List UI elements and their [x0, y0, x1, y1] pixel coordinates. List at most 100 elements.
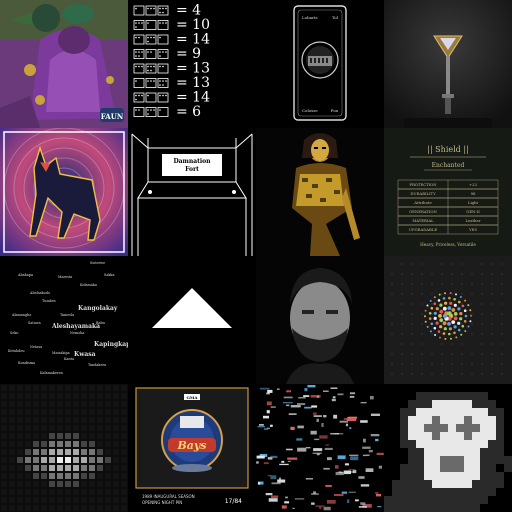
- ornate-dagger: [384, 0, 512, 128]
- bays-script: Bays: [176, 439, 206, 452]
- robed-figure-illustration: FAUN: [0, 0, 128, 128]
- scatter-word: Maisakipa: [52, 351, 70, 355]
- die-icon: [133, 20, 145, 30]
- white-triangle: [152, 288, 232, 328]
- scatter-word: Tumbes: [42, 299, 56, 303]
- scatter-word: Babu: [96, 321, 106, 325]
- bays-date: 17/84: [225, 498, 242, 505]
- scatter-word: Satawa: [28, 321, 41, 325]
- die-icon: [157, 92, 169, 103]
- scatter-word: Alamanghe: [11, 313, 31, 317]
- shield-stat-label: PROTECTION: [409, 182, 437, 187]
- die-icon: [133, 34, 145, 45]
- dice-equation: = 13: [176, 75, 210, 91]
- scatter-word: Kwasa: [74, 351, 96, 358]
- shield-subtitle: Enchanted: [432, 162, 465, 169]
- die-icon: [157, 63, 169, 74]
- scatter-word: Tandakeru: [88, 363, 107, 367]
- dice-equation: = 4: [176, 3, 201, 19]
- die-icon: [157, 34, 169, 45]
- arcade-title-line1: Damnation: [173, 158, 211, 165]
- shield-stat-value: Light: [468, 200, 479, 205]
- scatter-word: Nemoha: [70, 331, 84, 335]
- scatter-word: Ababapa: [17, 273, 33, 277]
- card-top-left-label: Lobarts: [302, 15, 318, 20]
- dotted-flower: [391, 263, 503, 375]
- die-icon: [145, 63, 157, 74]
- tile-dotted-flower: [384, 256, 512, 384]
- tile-bays-pin: GMA Bays 1989 INAUGURAL SEASON OPENING N…: [128, 384, 256, 512]
- die-icon: [157, 5, 169, 16]
- die-icon: [133, 63, 145, 74]
- gold-masked-figure: [256, 128, 384, 256]
- card-bottom-left-label: Colosse: [302, 108, 318, 113]
- scatter-word: Seko: [10, 331, 18, 335]
- die-icon: [157, 107, 169, 117]
- shield-stat-label: DURABILITY: [410, 191, 436, 196]
- scatter-word: Tamesla: [60, 313, 74, 317]
- die-icon: [145, 20, 157, 30]
- pixel-shape: [1, 385, 127, 511]
- scatter-word: Netasa: [30, 345, 42, 349]
- die-icon: [133, 49, 145, 59]
- die-icon: [157, 49, 169, 59]
- tile-pixel-shape: [0, 384, 128, 512]
- scatter-word: Kelamaka: [80, 283, 97, 287]
- shield-footer: Heavy, Priceless, Versatile: [420, 242, 476, 247]
- scatter-word: Kanta: [64, 357, 74, 361]
- bays-pin-card: GMA Bays 1989 INAUGURAL SEASON OPENING N…: [135, 387, 249, 505]
- die-icon: [145, 5, 157, 16]
- pixel-gorilla: [384, 392, 512, 512]
- tile-arcade-cabinet: Damnation Fort: [128, 128, 256, 256]
- tile-gold-masked-figure: [256, 128, 384, 256]
- word-scatter: Abelsakudo Sisterwe Ababapa Maresta Kelamaka…: [8, 261, 128, 375]
- tile-white-triangle: [128, 256, 256, 384]
- faun-watermark: FAUN: [101, 112, 124, 121]
- shield-stat-value: GEN-II: [466, 209, 480, 214]
- neon-dog-illustration: [0, 128, 128, 256]
- shield-stat-value: YES: [468, 227, 477, 232]
- shield-stat-value: Leather: [465, 218, 480, 223]
- shield-stat-label: Attribute: [413, 200, 432, 205]
- dice-equation: = 10: [176, 17, 210, 33]
- bays-badge: GMA: [187, 395, 199, 400]
- arcade-title-line2: Fort: [185, 166, 199, 173]
- scatter-word: Sakka: [104, 273, 114, 277]
- die-icon: [133, 5, 145, 16]
- shield-title: || Shield ||: [427, 145, 468, 154]
- scatter-word: Kalamakeren: [40, 371, 64, 375]
- tile-pixel-gorilla: [384, 384, 512, 512]
- dice-equation: = 13: [176, 61, 210, 77]
- card-bottom-right-label: Pox: [331, 108, 339, 113]
- dice-equation: = 14: [176, 32, 210, 48]
- die-icon: [133, 92, 145, 103]
- shield-stat-label: GENERATION: [409, 209, 437, 214]
- tile-neon-dog: [0, 128, 128, 256]
- die-icon: [133, 107, 145, 117]
- shield-stat-value: +22: [469, 182, 478, 187]
- dice-equation: = 6: [176, 104, 201, 120]
- tile-word-scatter: Abelsakudo Sisterwe Ababapa Maresta Kelamaka…: [0, 256, 128, 384]
- scatter-word: Abelsakudo: [29, 291, 50, 295]
- shield-stat-label: UPGRADABLE: [409, 227, 437, 232]
- shield-stat-value: 96: [471, 191, 476, 196]
- scatter-word: Kangolakay: [78, 305, 118, 312]
- coliseum-card: Lobarts Tol Colosse Pox: [293, 5, 347, 121]
- die-icon: [157, 20, 169, 30]
- die-icon: [145, 107, 157, 117]
- scatter-word: Aleshayamaka: [51, 323, 100, 330]
- tile-glitch-pattern: [256, 384, 384, 512]
- scatter-word: Ketuhdeu: [8, 349, 25, 353]
- die-icon: [145, 34, 157, 45]
- die-icon: [145, 78, 157, 88]
- tile-robed-figure: FAUN: [0, 0, 128, 128]
- bays-caption-2: OPENING NIGHT PIN: [142, 500, 182, 505]
- die-icon: [157, 78, 169, 88]
- shield-stat-label: MATERIAL: [412, 218, 434, 223]
- arcade-cabinet: Damnation Fort: [131, 133, 253, 256]
- scatter-word: Kapingkapa: [94, 341, 128, 348]
- card-top-right-label: Tol: [332, 15, 339, 20]
- die-icon: [133, 78, 145, 88]
- scatter-word: Kundisma: [18, 361, 35, 365]
- scatter-word: Maresta: [58, 275, 72, 279]
